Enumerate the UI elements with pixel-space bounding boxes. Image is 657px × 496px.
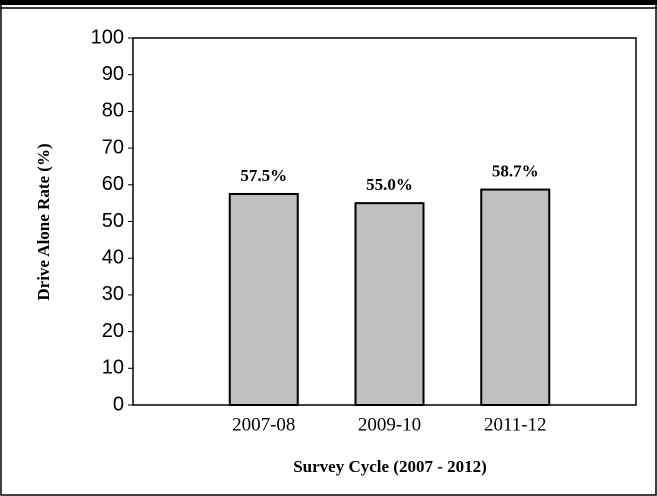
bar [354,202,425,406]
y-tick-label: 100 [91,26,124,48]
y-axis-title: Drive Alone Rate (%) [34,143,53,300]
data-label: 58.7% [492,161,539,180]
y-tick-label: 60 [102,173,124,195]
data-label: 55.0% [366,175,413,194]
x-tick-label: 2011-12 [484,414,547,435]
x-tick-label: 2007-08 [232,414,295,435]
y-tick-label: 80 [102,100,124,122]
y-tick-label: 40 [102,246,124,268]
y-tick-label: 0 [113,393,124,415]
bar [480,188,551,406]
x-axis-title: Survey Cycle (2007 - 2012) [293,457,487,476]
y-tick-label: 10 [102,357,124,379]
data-label: 57.5% [240,166,287,185]
x-tick-label: 2009-10 [358,414,421,435]
y-tick-label: 70 [102,136,124,158]
top-rule [0,0,657,5]
y-tick-label: 50 [102,210,124,232]
y-tick-label: 20 [102,320,124,342]
y-tick-label: 90 [102,63,124,85]
y-tick-label: 30 [102,283,124,305]
bar [228,192,299,406]
